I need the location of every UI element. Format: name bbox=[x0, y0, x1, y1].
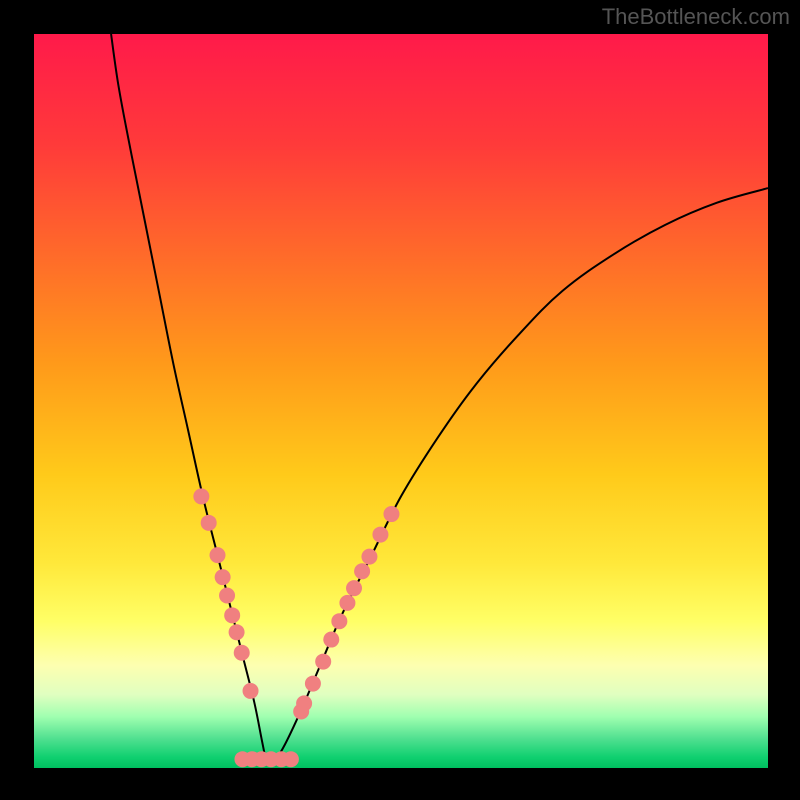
marker-point bbox=[383, 506, 399, 522]
marker-point bbox=[305, 676, 321, 692]
marker-point bbox=[339, 595, 355, 611]
marker-point bbox=[219, 588, 235, 604]
marker-point bbox=[243, 683, 259, 699]
marker-point bbox=[229, 624, 245, 640]
marker-point bbox=[323, 632, 339, 648]
marker-point bbox=[234, 645, 250, 661]
marker-point bbox=[201, 515, 217, 531]
marker-point bbox=[372, 527, 388, 543]
marker-point bbox=[215, 569, 231, 585]
chart-container: TheBottleneck.com bbox=[0, 0, 800, 800]
marker-point bbox=[331, 613, 347, 629]
marker-point bbox=[354, 563, 370, 579]
marker-point bbox=[210, 547, 226, 563]
marker-point bbox=[346, 580, 362, 596]
marker-point bbox=[193, 488, 209, 504]
marker-point bbox=[361, 549, 377, 565]
gradient-background bbox=[34, 34, 768, 768]
chart-svg bbox=[34, 34, 768, 768]
watermark-text: TheBottleneck.com bbox=[602, 4, 790, 30]
plot-area bbox=[34, 34, 768, 768]
marker-point bbox=[224, 607, 240, 623]
marker-point bbox=[315, 654, 331, 670]
marker-point bbox=[296, 695, 312, 711]
marker-point bbox=[283, 751, 299, 767]
